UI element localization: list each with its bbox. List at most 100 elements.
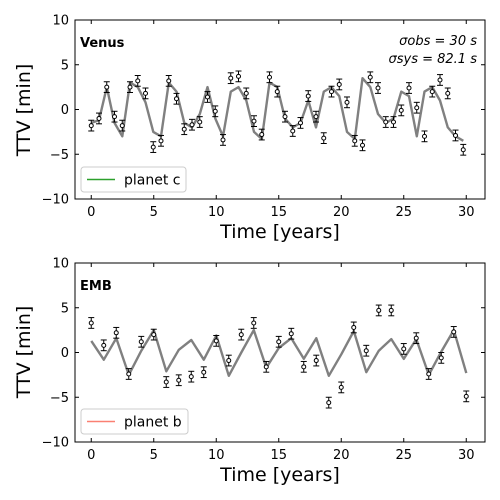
observation-marker (251, 320, 257, 326)
x-tick-label: 15 (270, 448, 287, 463)
data-point (113, 326, 120, 339)
observation-marker (290, 128, 296, 134)
data-point (263, 360, 270, 373)
observation-marker (313, 358, 319, 364)
x-tick-label: 30 (458, 205, 475, 220)
observation-marker (236, 73, 241, 79)
observation-marker (445, 90, 451, 96)
data-point (258, 128, 265, 141)
observation-marker (176, 377, 182, 383)
x-tick-label: 10 (208, 448, 225, 463)
data-point (96, 112, 102, 125)
data-point (437, 74, 443, 86)
data-point (225, 354, 232, 367)
x-tick-label: 0 (87, 448, 95, 463)
data-point (243, 87, 250, 100)
data-point (300, 360, 307, 373)
observation-marker (329, 89, 334, 95)
data-point (390, 116, 397, 128)
data-point (213, 334, 220, 347)
data-point (325, 396, 332, 409)
data-point (125, 368, 132, 380)
data-point (313, 110, 319, 123)
data-point (282, 110, 288, 123)
data-point (275, 335, 282, 348)
observation-marker (460, 147, 466, 153)
observation-marker (338, 384, 344, 390)
observation-marker (391, 119, 396, 125)
data-point (235, 70, 242, 83)
data-point (111, 110, 118, 123)
observation-marker (351, 324, 357, 330)
observation-marker (188, 374, 194, 380)
data-point (88, 317, 95, 329)
x-axis-label: Time [years] (219, 221, 340, 243)
sigma-obs-annotation: σobs = 30 s (399, 34, 477, 49)
observation-marker (226, 358, 232, 364)
observation-marker (228, 75, 234, 81)
observation-marker (213, 338, 219, 344)
observation-marker (406, 85, 412, 91)
data-point (227, 72, 234, 85)
data-point (196, 116, 203, 128)
data-point (406, 82, 412, 94)
data-point (425, 368, 432, 380)
observation-marker (321, 135, 327, 141)
observation-marker (174, 96, 179, 102)
legend-label-planet-b: planet b (124, 415, 182, 431)
data-point (413, 332, 420, 345)
observation-marker (189, 122, 195, 128)
observation-marker (429, 89, 435, 95)
emb-marks (88, 304, 470, 409)
observation-marker (301, 364, 307, 370)
x-tick-label: 15 (270, 205, 287, 220)
data-point (388, 304, 395, 317)
sigma-sys-annotation: σsys = 82.1 s (389, 52, 478, 67)
observation-marker (104, 84, 110, 90)
data-point (100, 339, 107, 352)
observation-marker (360, 142, 365, 148)
observation-marker (151, 332, 157, 338)
data-point (138, 335, 145, 348)
observation-marker (383, 119, 389, 125)
observation-marker (282, 114, 288, 120)
observation-marker (288, 331, 294, 337)
data-point (421, 130, 428, 143)
observation-marker (166, 78, 172, 84)
y-tick-label: −5 (50, 148, 69, 163)
data-point (181, 123, 188, 136)
observation-marker (259, 132, 265, 138)
data-point (173, 92, 180, 105)
x-tick-label: 5 (150, 448, 158, 463)
data-point (450, 326, 457, 338)
data-point (188, 370, 195, 383)
y-tick-label: 10 (52, 257, 69, 272)
y-tick-label: 5 (61, 301, 69, 316)
panel-label: EMB (80, 279, 112, 294)
data-point (119, 119, 126, 132)
data-point (367, 71, 374, 84)
observation-marker (126, 371, 132, 377)
y-tick-label: −10 (42, 193, 69, 208)
observation-marker (313, 114, 319, 120)
data-point (328, 85, 335, 98)
data-point (429, 85, 436, 98)
data-point (400, 343, 407, 355)
data-point (382, 116, 389, 128)
observation-marker (401, 346, 407, 352)
data-point (150, 141, 157, 153)
observation-marker (243, 90, 249, 96)
y-tick-label: 0 (61, 346, 69, 361)
observation-marker (451, 329, 457, 335)
data-point (351, 134, 358, 147)
x-tick-label: 0 (87, 205, 95, 220)
data-point (438, 352, 445, 364)
data-point (375, 82, 381, 94)
emb-ticks: 0 5 10 15 20 25 30 −10 −5 0 5 10 (42, 257, 485, 463)
data-point (103, 81, 110, 93)
data-point (163, 376, 170, 388)
x-tick-label: 25 (395, 448, 412, 463)
venus-marks (88, 70, 467, 156)
panel-emb: 0 5 10 15 20 25 30 −10 −5 0 5 10 EMB planet b Time … (13, 257, 486, 486)
